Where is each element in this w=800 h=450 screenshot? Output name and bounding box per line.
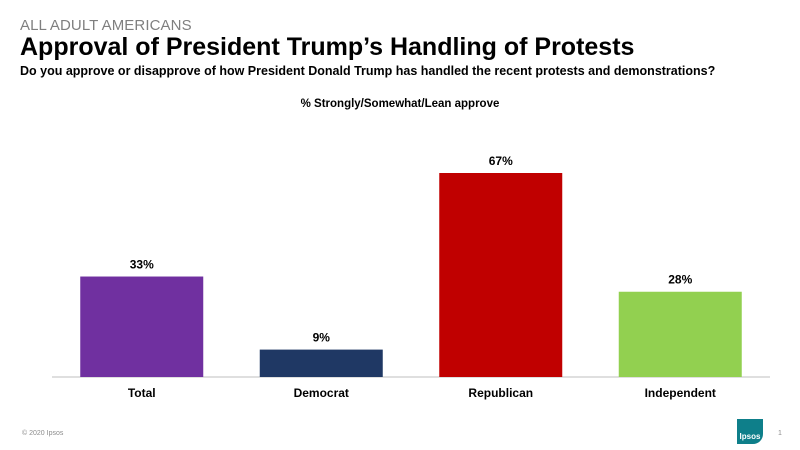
page-title: Approval of President Trump’s Handling o… bbox=[20, 33, 635, 61]
category-label-total: Total bbox=[128, 386, 156, 400]
data-label-total: 33% bbox=[130, 258, 154, 272]
kicker-label: ALL ADULT AMERICANS bbox=[20, 17, 192, 34]
category-label-republican: Republican bbox=[468, 386, 533, 400]
bar-democrat bbox=[259, 349, 383, 377]
category-label-democrat: Democrat bbox=[294, 386, 349, 400]
question-text: Do you approve or disapprove of how Pres… bbox=[20, 64, 716, 78]
bar-republican bbox=[439, 173, 563, 377]
bar-independent bbox=[618, 291, 742, 377]
bar-total bbox=[80, 276, 204, 377]
data-label-independent: 28% bbox=[668, 273, 692, 287]
logo-text: Ipsos bbox=[739, 432, 761, 441]
copyright-text: © 2020 Ipsos bbox=[22, 430, 64, 437]
data-label-republican: 67% bbox=[489, 154, 513, 168]
chart-title: % Strongly/Somewhat/Lean approve bbox=[300, 98, 500, 110]
data-label-democrat: 9% bbox=[313, 331, 331, 345]
ipsos-logo: Ipsos bbox=[737, 419, 763, 444]
page-number: 1 bbox=[778, 430, 782, 437]
category-label-independent: Independent bbox=[645, 386, 716, 400]
